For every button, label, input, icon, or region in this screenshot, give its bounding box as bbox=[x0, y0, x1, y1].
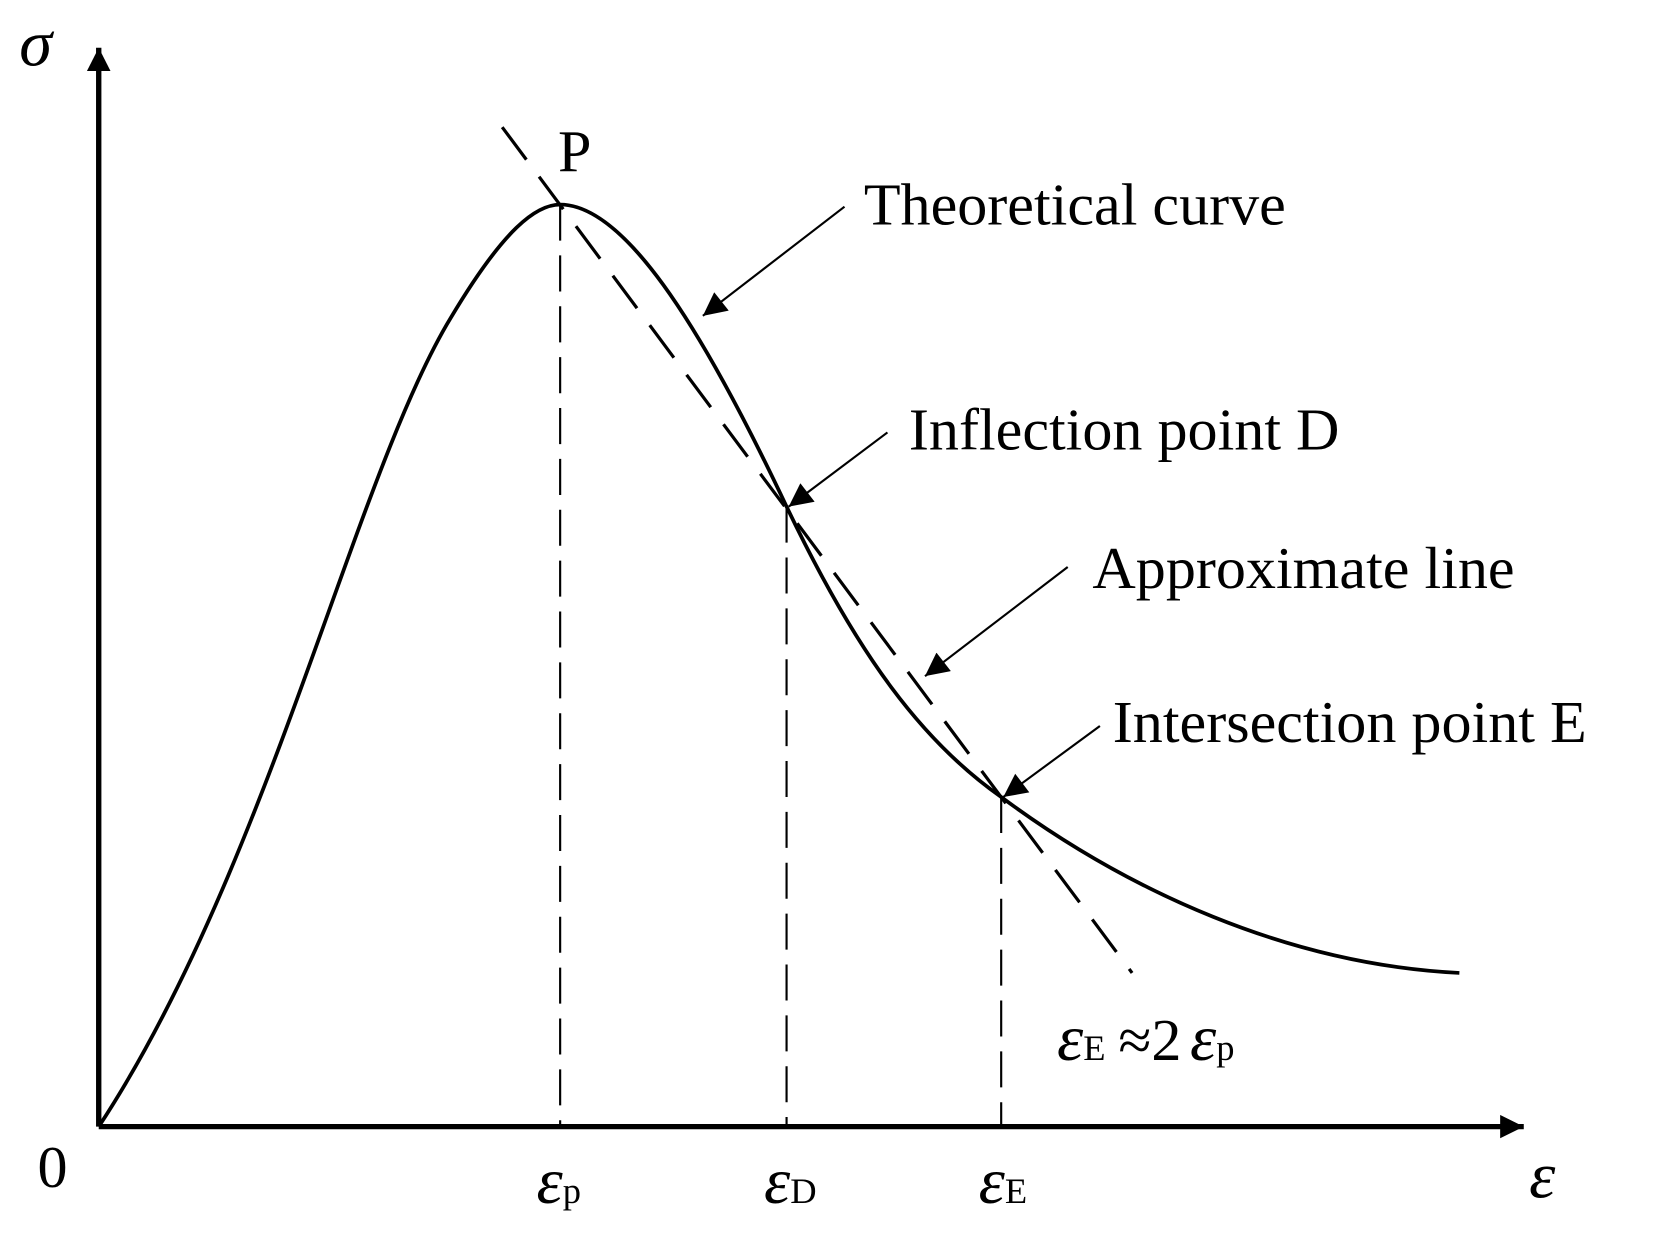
tick-label: εp bbox=[537, 1145, 581, 1218]
pointer-arrow bbox=[702, 205, 846, 317]
approximate-line bbox=[500, 126, 1134, 974]
tick-label: εE bbox=[979, 1145, 1028, 1218]
formula-symbol: ε bbox=[1190, 1002, 1216, 1075]
pointer-arrow bbox=[1002, 725, 1101, 798]
x-axis-label: ε bbox=[1529, 1140, 1555, 1213]
tick-symbol: ε bbox=[537, 1145, 563, 1218]
y-axis-label: σ bbox=[19, 8, 54, 81]
formula-subscript: E bbox=[1083, 1028, 1105, 1068]
formula-symbol: ε bbox=[1057, 1002, 1083, 1075]
annotation: Inflection point D bbox=[909, 397, 1340, 463]
formula: εE ≈2 εp bbox=[1057, 1002, 1234, 1075]
annotation: Intersection point E bbox=[1113, 689, 1587, 755]
pointer-arrow bbox=[924, 566, 1069, 678]
tick-subscript: p bbox=[563, 1171, 581, 1211]
tick-subscript: E bbox=[1005, 1171, 1027, 1211]
formula-relation: ≈2 bbox=[1118, 1007, 1181, 1073]
theoretical-curve bbox=[97, 202, 1460, 1128]
tick-symbol: ε bbox=[979, 1145, 1005, 1218]
annotation: Approximate line bbox=[1092, 536, 1514, 602]
peak-label: P bbox=[558, 119, 591, 185]
pointer-arrow bbox=[788, 431, 889, 508]
origin-label: 0 bbox=[38, 1134, 68, 1200]
tick-subscript: D bbox=[790, 1171, 816, 1211]
annotation: Theoretical curve bbox=[864, 172, 1286, 238]
tick-label: εD bbox=[764, 1145, 817, 1218]
tick-symbol: ε bbox=[764, 1145, 790, 1218]
formula-subscript: p bbox=[1216, 1028, 1234, 1068]
